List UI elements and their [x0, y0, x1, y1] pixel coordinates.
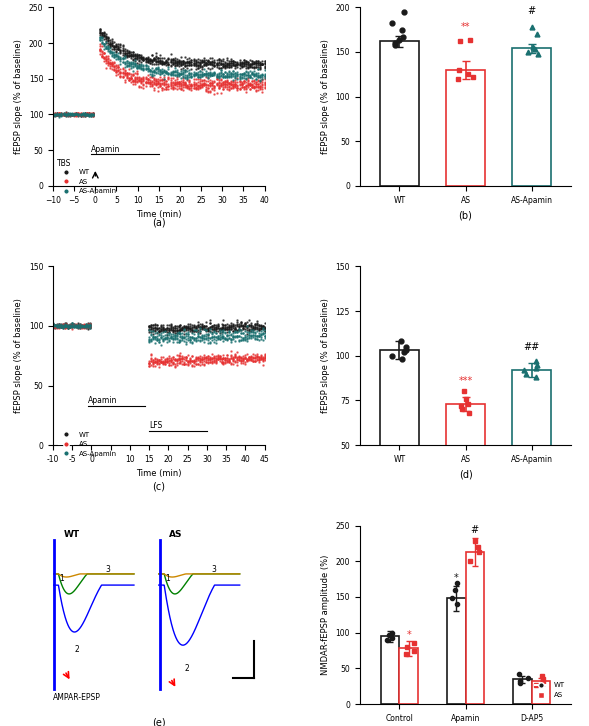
Bar — [399, 648, 418, 704]
Text: Apamin: Apamin — [88, 396, 117, 405]
Text: AS: AS — [170, 530, 183, 539]
Text: AMPAR-EPSP: AMPAR-EPSP — [53, 693, 101, 703]
Bar — [512, 370, 551, 534]
Text: 2: 2 — [74, 645, 79, 654]
Bar — [513, 680, 532, 704]
Bar — [379, 351, 419, 534]
X-axis label: Time (min): Time (min) — [136, 470, 181, 478]
Text: #: # — [471, 525, 479, 534]
X-axis label: Time (min): Time (min) — [136, 211, 181, 219]
Text: (e): (e) — [152, 718, 166, 726]
Text: WT: WT — [64, 530, 80, 539]
Text: Apamin: Apamin — [91, 145, 121, 155]
Legend: WT, AS, AS-Apamin: WT, AS, AS-Apamin — [57, 429, 120, 460]
Y-axis label: fEPSP slope (% of baseline): fEPSP slope (% of baseline) — [321, 39, 330, 154]
Text: 1: 1 — [165, 574, 170, 584]
Text: *: * — [406, 630, 411, 640]
Text: 2: 2 — [184, 664, 189, 673]
Bar — [512, 49, 551, 186]
Text: ***: *** — [458, 376, 473, 386]
Bar — [381, 636, 399, 704]
Bar — [465, 552, 484, 704]
Text: TBS: TBS — [57, 159, 72, 168]
Text: **: ** — [461, 22, 470, 32]
Bar — [379, 41, 419, 186]
Text: 3: 3 — [211, 565, 217, 574]
Y-axis label: NMDAR-fEPSP amplitude (%): NMDAR-fEPSP amplitude (%) — [321, 555, 330, 675]
Y-axis label: fEPSP slope (% of baseline): fEPSP slope (% of baseline) — [14, 39, 23, 154]
Text: *: * — [454, 573, 459, 582]
Legend: WT, AS: WT, AS — [532, 680, 568, 701]
Text: LFS: LFS — [149, 421, 163, 431]
Text: (d): (d) — [459, 469, 472, 479]
Bar — [446, 70, 485, 186]
Y-axis label: fEPSP slope (% of baseline): fEPSP slope (% of baseline) — [14, 298, 23, 413]
Text: 1: 1 — [59, 574, 64, 584]
Bar — [532, 681, 550, 704]
Text: ##: ## — [524, 343, 540, 352]
Text: #: # — [528, 7, 536, 17]
Y-axis label: fEPSP slope (% of baseline): fEPSP slope (% of baseline) — [321, 298, 330, 413]
Text: (a): (a) — [152, 217, 166, 227]
Bar — [446, 404, 485, 534]
Legend: WT, AS, AS-Apamin: WT, AS, AS-Apamin — [57, 166, 120, 197]
Text: 3: 3 — [106, 565, 111, 574]
Bar — [447, 598, 465, 704]
Text: (c): (c) — [153, 482, 166, 492]
Text: (b): (b) — [459, 210, 472, 220]
